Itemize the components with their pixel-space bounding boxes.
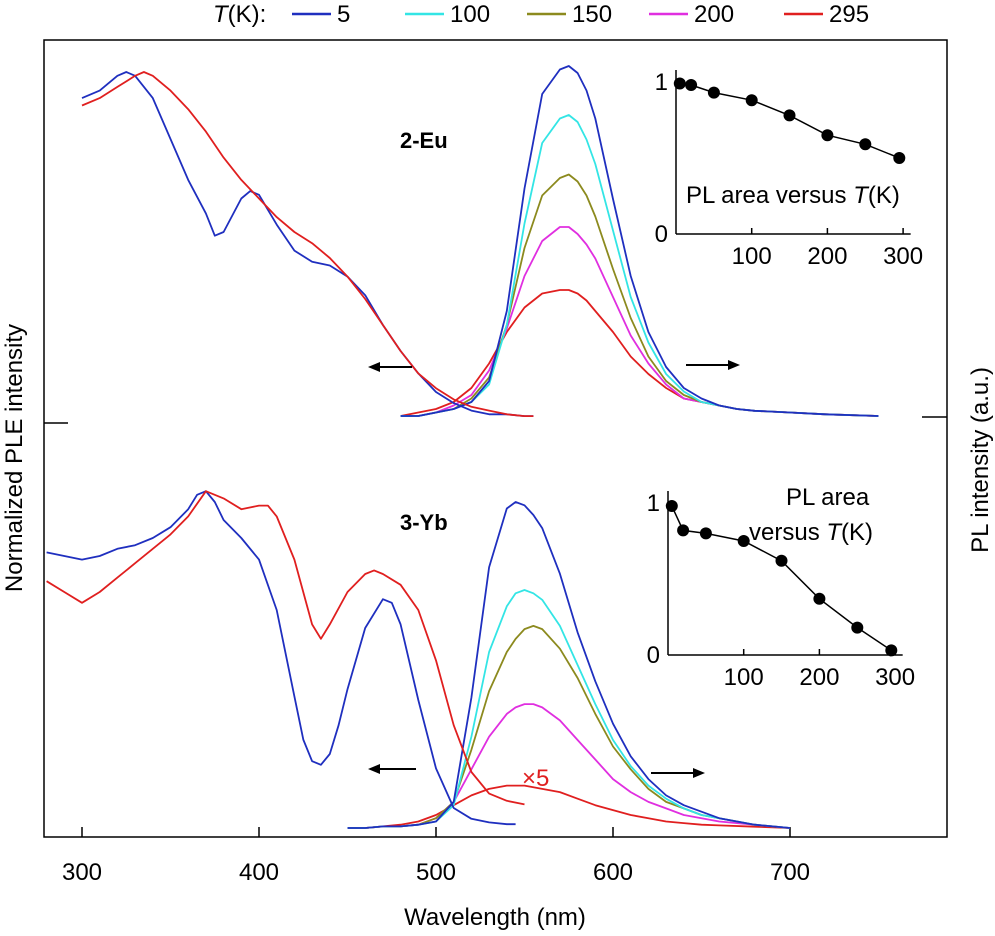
inset-2eu-point-50 bbox=[707, 86, 720, 99]
legend-title: T(K): bbox=[213, 1, 266, 28]
pl-curve-3yb-200 bbox=[347, 703, 791, 829]
x-tick-label-400: 400 bbox=[239, 859, 279, 886]
inset-3yb-y-tick-label-1: 1 bbox=[647, 490, 660, 517]
ple-curve-2eu-5 bbox=[81, 71, 534, 418]
arrows bbox=[368, 360, 740, 778]
ple-curve-2eu-295 bbox=[81, 71, 534, 418]
pl-curve-3yb-295 bbox=[347, 784, 791, 829]
pl-curve-3yb-5 bbox=[347, 501, 791, 829]
inset-3yb-title-line2: versus T(K) bbox=[749, 519, 873, 546]
inset-3yb-x-tick-label-300: 300 bbox=[875, 664, 915, 691]
panel-label-3yb: 3-Yb bbox=[400, 510, 448, 535]
inset-2eu-point-100 bbox=[745, 94, 758, 107]
inset-2eu-point-200 bbox=[821, 129, 834, 142]
inset-3yb-y-tick-label-0: 0 bbox=[647, 642, 660, 669]
inset-2eu-y-tick-label-0: 0 bbox=[655, 221, 668, 248]
inset-3yb-point-5 bbox=[665, 500, 678, 512]
x-tick-label-500: 500 bbox=[416, 859, 456, 886]
inset-3yb-point-150 bbox=[775, 554, 788, 567]
inset-2eu-x-tick-label-200: 200 bbox=[807, 243, 847, 270]
scale-annotation: ×5 bbox=[522, 765, 549, 792]
legend-label-200: 200 bbox=[694, 1, 734, 28]
inset-3yb-point-50 bbox=[699, 527, 712, 540]
ple-curve-3yb-5 bbox=[46, 490, 516, 826]
inset-2eu-x-tick-label-300: 300 bbox=[883, 243, 923, 270]
inset-3yb-point-200 bbox=[813, 592, 826, 605]
pl-curve-3yb-100 bbox=[347, 589, 791, 829]
panel-label-2eu: 2-Eu bbox=[400, 128, 448, 153]
x-tick-label-700: 700 bbox=[770, 859, 810, 886]
inset-2eu-y-tick-label-1: 1 bbox=[655, 69, 668, 96]
arrow-left-top bbox=[368, 362, 412, 372]
inset-3yb-point-250 bbox=[851, 621, 864, 634]
curves bbox=[46, 65, 879, 829]
inset-3yb-x-tick-label-100: 100 bbox=[724, 664, 764, 691]
inset-3yb-point-20 bbox=[677, 524, 690, 537]
pl-curve-2eu-5 bbox=[400, 65, 879, 417]
x-tick-label-600: 600 bbox=[593, 859, 633, 886]
y-axis-left-label: Normalized PLE intensity bbox=[1, 324, 28, 592]
legend-label-100: 100 bbox=[450, 1, 490, 28]
pl-curve-3yb-150 bbox=[347, 625, 791, 829]
x-axis-label: Wavelength (nm) bbox=[404, 904, 586, 931]
inset-2eu-point-20 bbox=[685, 79, 698, 91]
ple-curve-3yb-295 bbox=[46, 490, 525, 806]
inset-2eu-point-150 bbox=[783, 109, 796, 122]
inset-3yb: PL area versus T(K) 100 200 300 0 1 bbox=[647, 484, 915, 691]
x-tick-label-300: 300 bbox=[62, 859, 102, 886]
legend-label-5: 5 bbox=[337, 1, 350, 28]
arrow-left-bottom bbox=[368, 764, 416, 774]
plot-frame bbox=[43, 39, 948, 838]
inset-3yb-point-100 bbox=[737, 535, 750, 547]
inset-2eu-title: PL area versus T(K) bbox=[686, 182, 900, 209]
inset-3yb-title-line1: PL area bbox=[786, 484, 870, 511]
legend-label-150: 150 bbox=[572, 1, 612, 28]
arrow-right-top bbox=[686, 360, 740, 370]
inset-2eu-point-250 bbox=[859, 138, 872, 151]
legend-label-295: 295 bbox=[829, 1, 869, 28]
x-axis: 300 400 500 600 700 bbox=[62, 827, 810, 886]
pl-curve-2eu-150 bbox=[400, 173, 879, 417]
arrow-right-bottom bbox=[651, 768, 705, 778]
inset-3yb-point-295 bbox=[885, 644, 898, 657]
y-axis-right-label: PL intensity (a.u.) bbox=[967, 367, 994, 553]
inset-2eu: PL area versus T(K) 100 200 300 0 1 bbox=[655, 69, 923, 270]
inset-3yb-x-tick-label-200: 200 bbox=[799, 664, 839, 691]
inset-2eu-point-5 bbox=[673, 77, 686, 90]
legend: T(K): 5 100 150 200 295 bbox=[213, 1, 869, 28]
inset-2eu-x-tick-label-100: 100 bbox=[732, 243, 772, 270]
inset-2eu-point-295 bbox=[893, 152, 906, 164]
